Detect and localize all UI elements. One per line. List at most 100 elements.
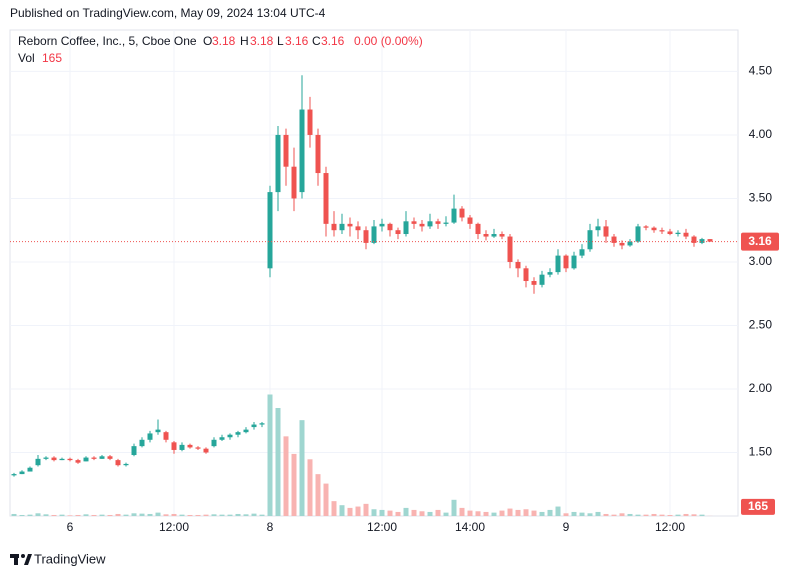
- candle-body: [460, 209, 465, 218]
- volume-bar: [420, 511, 425, 516]
- volume-bar: [652, 514, 657, 516]
- candle-body: [268, 192, 273, 268]
- volume-bar: [612, 515, 617, 516]
- candle-body: [108, 456, 113, 459]
- candle-body: [500, 234, 505, 237]
- candle-body: [564, 256, 569, 269]
- candle-body: [148, 433, 153, 439]
- legend-value: 3.16: [321, 34, 345, 48]
- candle-body: [236, 432, 241, 435]
- volume-bar: [228, 515, 233, 516]
- published-note: Published on TradingView.com, May 09, 20…: [10, 6, 326, 20]
- volume-bar: [340, 505, 345, 516]
- candle-body: [428, 221, 433, 226]
- x-tick-label: 12:00: [367, 520, 397, 534]
- candle-body: [20, 472, 25, 475]
- legend-value: 3.18: [212, 34, 236, 48]
- candle-body: [28, 468, 33, 472]
- candle-body: [508, 237, 513, 262]
- volume-bar: [260, 515, 265, 516]
- candle-body: [644, 226, 649, 227]
- candle-body: [132, 446, 137, 455]
- x-tick-label: 12:00: [655, 520, 685, 534]
- candle-body: [252, 425, 257, 428]
- candle-body: [308, 110, 313, 135]
- volume-bar: [188, 515, 193, 516]
- volume-bar: [396, 512, 401, 516]
- volume-bar: [532, 511, 537, 516]
- volume-bar: [292, 454, 297, 516]
- candle-body: [588, 230, 593, 249]
- volume-bar: [20, 515, 25, 516]
- legend-label: H: [240, 34, 249, 48]
- candle-body: [444, 223, 449, 224]
- volume-bar: [380, 510, 385, 516]
- volume-bar: [92, 515, 97, 516]
- volume-bar: [628, 514, 633, 516]
- candle-body: [324, 173, 329, 224]
- candle-body: [228, 435, 233, 438]
- candle-body: [276, 135, 281, 192]
- legend-label: Vol: [18, 51, 35, 65]
- volume-bar: [644, 515, 649, 516]
- volume-bar: [140, 514, 145, 516]
- volume-bar: [412, 510, 417, 516]
- volume-bar: [452, 500, 457, 516]
- last-price-label: 3.16: [748, 234, 772, 248]
- candle-body: [76, 460, 81, 463]
- volume-bar: [284, 436, 289, 516]
- candle-body: [220, 437, 225, 440]
- candle-body: [372, 226, 377, 243]
- volume-bar: [676, 515, 681, 516]
- candle-body: [164, 432, 169, 440]
- candle-body: [84, 458, 89, 462]
- volume-bar: [236, 514, 241, 516]
- candle-body: [340, 224, 345, 230]
- y-tick-label: 3.50: [749, 191, 773, 205]
- volume-bar: [460, 508, 465, 516]
- y-tick-label: 3.00: [749, 254, 773, 268]
- y-tick-label: 4.50: [749, 64, 773, 78]
- volume-bar: [548, 510, 553, 516]
- candle-body: [260, 423, 265, 424]
- volume-bar: [372, 509, 377, 516]
- volume-bar: [492, 513, 497, 516]
- volume-bar: [476, 511, 481, 516]
- candle-body: [292, 167, 297, 199]
- candle-body: [436, 221, 441, 224]
- candle-body: [700, 239, 705, 243]
- candle-body: [452, 209, 457, 223]
- volume-bar: [172, 514, 177, 516]
- x-tick-label: 12:00: [159, 520, 189, 534]
- volume-bar: [468, 511, 473, 516]
- x-tick-label: 14:00: [455, 520, 485, 534]
- candle-body: [412, 221, 417, 224]
- candle-body: [516, 262, 521, 268]
- candle-body: [124, 464, 129, 465]
- volume-bar: [572, 512, 577, 516]
- volume-bar: [516, 510, 521, 516]
- candle-body: [604, 226, 609, 236]
- volume-bar: [212, 514, 217, 516]
- y-tick-label: 1.50: [749, 445, 773, 459]
- volume-bar: [348, 508, 353, 516]
- candle-body: [676, 233, 681, 234]
- candle-body: [116, 460, 121, 465]
- y-tick-label: 4.00: [749, 127, 773, 141]
- candle-body: [316, 135, 321, 173]
- candle-body: [92, 458, 97, 459]
- legend-label: L: [277, 34, 284, 48]
- legend-symbol: Reborn Coffee, Inc., 5, Cboe One: [18, 34, 197, 48]
- y-tick-label: 2.00: [749, 381, 773, 395]
- candle-body: [356, 226, 361, 230]
- candle-body: [596, 226, 601, 230]
- volume-bar: [164, 514, 169, 516]
- volume-bar: [76, 515, 81, 516]
- volume-bar: [100, 515, 105, 516]
- volume-bar: [252, 514, 257, 516]
- volume-bar: [60, 515, 65, 516]
- candle-body: [332, 224, 337, 230]
- candle-body: [548, 272, 553, 275]
- volume-bar: [596, 512, 601, 516]
- candle-body: [420, 224, 425, 227]
